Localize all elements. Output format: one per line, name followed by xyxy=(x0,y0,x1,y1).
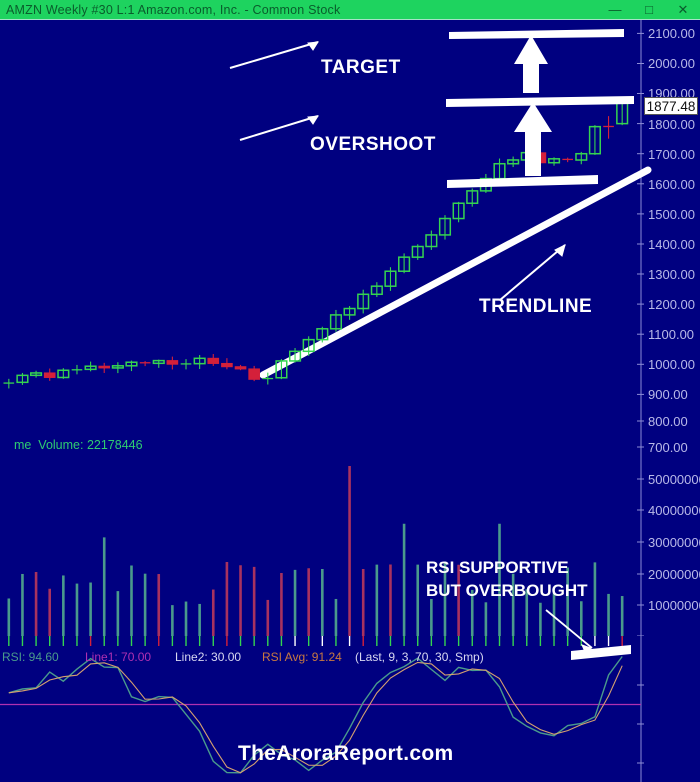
svg-text:TRENDLINE: TRENDLINE xyxy=(479,296,592,317)
svg-text:TARGET: TARGET xyxy=(321,57,401,78)
svg-text:OVERSHOOT: OVERSHOOT xyxy=(310,134,436,155)
